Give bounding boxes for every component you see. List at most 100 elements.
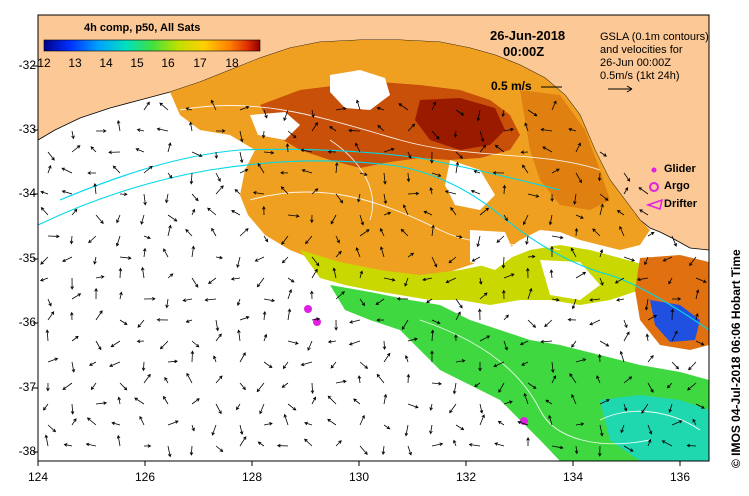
velocity-arrow	[185, 319, 193, 323]
velocity-arrow	[400, 228, 409, 237]
velocity-arrow	[185, 107, 193, 111]
velocity-arrow	[71, 208, 78, 216]
velocity-arrow	[213, 355, 217, 363]
velocity-arrow	[230, 277, 241, 281]
velocity-arrow	[548, 414, 553, 426]
velocity-arrow	[359, 214, 365, 226]
x-tick-label: 134	[562, 470, 584, 484]
velocity-arrow	[406, 373, 411, 384]
velocity-arrow	[335, 291, 345, 300]
velocity-arrow	[236, 298, 241, 306]
velocity-arrow	[334, 319, 338, 331]
y-tick-label: -35	[18, 251, 36, 265]
velocity-arrow	[407, 403, 419, 409]
velocity-arrow	[214, 151, 219, 160]
velocity-arrow	[327, 150, 337, 154]
velocity-arrow	[348, 340, 361, 346]
velocity-arrow	[311, 256, 320, 267]
velocity-arrow	[257, 441, 265, 447]
velocity-arrow	[404, 277, 409, 287]
colorbar-gradient	[43, 39, 261, 52]
velocity-arrow	[521, 361, 529, 366]
velocity-arrow	[492, 170, 505, 175]
velocity-arrow	[88, 235, 97, 244]
velocity-arrow	[645, 333, 650, 342]
velocity-arrow	[517, 420, 529, 426]
velocity-arrow	[86, 417, 97, 426]
velocity-arrow	[668, 277, 673, 285]
cyan-tracks	[38, 148, 709, 331]
velocity-arrow	[404, 354, 409, 363]
velocity-arrow	[450, 206, 457, 216]
velocity-arrow	[327, 395, 337, 405]
velocity-arrow	[215, 445, 224, 453]
velocity-arrow	[359, 414, 365, 426]
velocity-arrow	[191, 277, 199, 288]
velocity-arrow	[550, 245, 554, 258]
velocity-arrow	[167, 214, 178, 222]
velocity-arrow	[47, 311, 55, 321]
velocity-arrow	[276, 443, 289, 448]
velocity-arrow	[496, 235, 505, 243]
sst-east-coast-blue	[650, 300, 700, 342]
velocity-arrow	[259, 403, 265, 415]
colorbar-tick: 18	[225, 56, 239, 70]
velocity-arrow	[599, 151, 607, 157]
velocity-arrow	[575, 422, 585, 426]
velocity-arrow	[383, 393, 388, 405]
velocity-arrow	[569, 373, 577, 384]
velocity-arrow	[431, 224, 435, 237]
velocity-arrow	[550, 193, 554, 202]
velocity-arrow	[285, 143, 290, 153]
velocity-arrow	[567, 317, 577, 322]
velocity-arrow	[215, 129, 226, 133]
velocity-arrow	[599, 193, 609, 201]
velocity-arrow	[671, 420, 683, 426]
velocity-arrow	[551, 445, 564, 450]
velocity-arrow	[165, 193, 169, 204]
velocity-arrow	[671, 297, 682, 301]
velocity-arrow	[186, 372, 193, 384]
velocity-arrow	[330, 214, 337, 225]
velocity-arrow	[159, 340, 169, 350]
velocity-arrow	[647, 438, 652, 447]
velocity-arrow	[589, 298, 601, 302]
velocity-arrow	[215, 172, 221, 182]
velocity-arrow	[47, 151, 55, 161]
velocity-arrow	[599, 203, 604, 216]
velocity-arrow	[239, 130, 244, 143]
velocity-arrow	[422, 277, 433, 282]
map-time: 00:00Z	[503, 44, 545, 59]
velocity-arrow	[575, 214, 584, 219]
velocity-arrow	[571, 340, 577, 348]
velocity-arrow	[335, 193, 344, 204]
velocity-arrow	[311, 396, 317, 405]
velocity-arrow	[357, 193, 361, 203]
velocity-arrow	[353, 398, 361, 405]
velocity-arrow	[335, 440, 342, 447]
velocity-arrow	[95, 310, 103, 321]
velocity-arrow	[599, 340, 610, 347]
velocity-arrow	[575, 358, 587, 363]
cloud-gap	[250, 112, 300, 140]
velocity-arrow	[119, 291, 123, 300]
velocity-arrow	[497, 420, 505, 426]
velocity-arrow	[614, 277, 625, 284]
velocity-arrow	[596, 375, 601, 384]
velocity-arrow	[620, 424, 625, 434]
velocity-arrow	[143, 165, 153, 174]
velocity-arrow	[623, 187, 629, 195]
velocity-arrow	[159, 102, 169, 111]
velocity-arrow	[215, 333, 222, 342]
velocity-arrow	[526, 436, 530, 447]
velocity-arrow	[44, 434, 49, 447]
velocity-arrow	[479, 144, 487, 153]
velocity-arrow	[95, 340, 102, 351]
velocity-arrow	[349, 319, 361, 324]
velocity-arrow	[215, 255, 224, 260]
velocity-arrow	[40, 190, 49, 195]
velocity-arrow	[210, 99, 217, 111]
velocity-arrow	[40, 256, 49, 265]
velocity-arrow	[239, 151, 244, 164]
velocity-arrow	[570, 247, 577, 258]
